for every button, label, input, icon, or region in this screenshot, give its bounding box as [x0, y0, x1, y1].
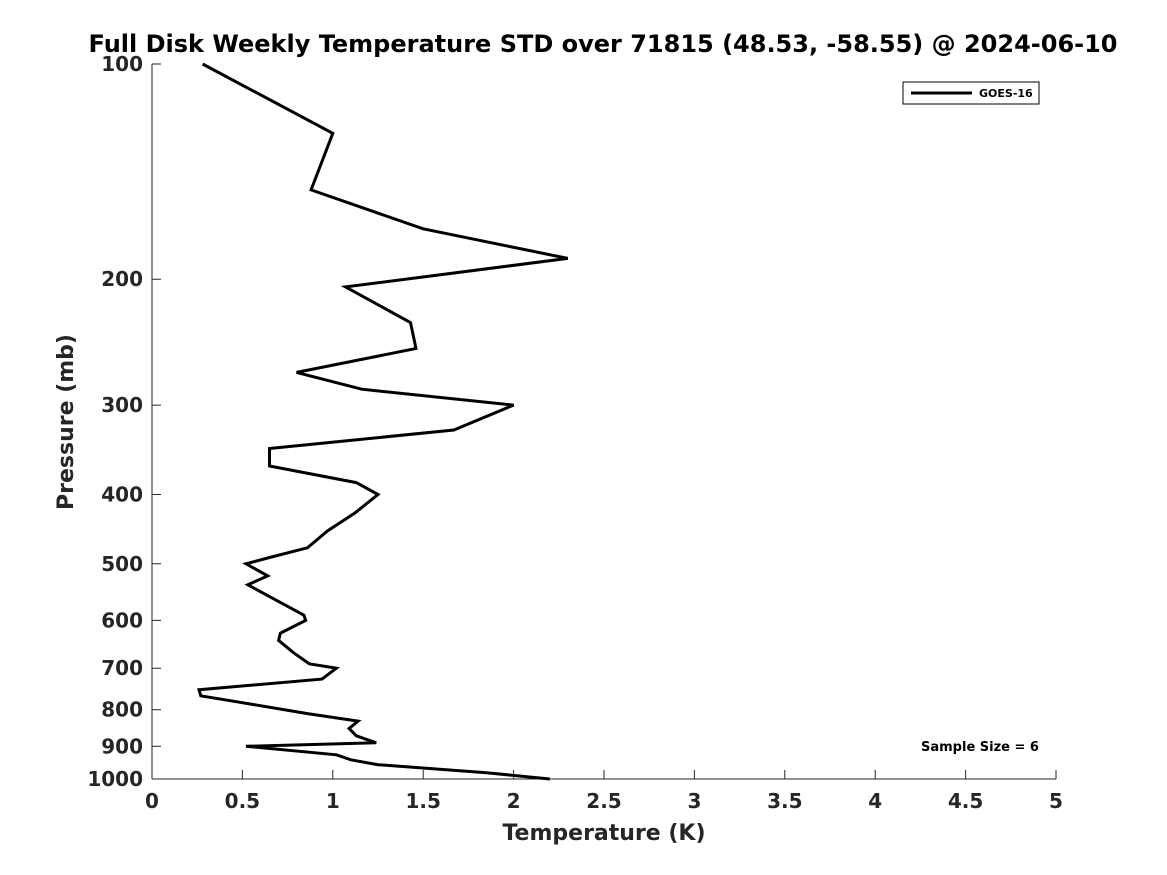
x-tick-label: 0 — [145, 789, 159, 813]
x-tick-label: 1 — [326, 789, 340, 813]
y-tick-label: 800 — [101, 698, 143, 722]
y-tick-label: 600 — [101, 608, 143, 632]
legend: GOES-16 — [902, 81, 1040, 105]
y-tick-label: 400 — [101, 482, 143, 506]
legend-label-goes-16: GOES-16 — [979, 87, 1033, 100]
plot-area — [151, 64, 1056, 780]
x-axis-ticks: 0 0.5 1 1.5 2 2.5 3 3.5 4 4.5 5 — [145, 770, 1063, 813]
x-tick-label: 3 — [687, 789, 701, 813]
x-axis-label: Temperature (K) — [502, 821, 705, 846]
y-axis-label: Pressure (mb) — [54, 334, 79, 510]
y-tick-label: 300 — [101, 393, 143, 417]
x-tick-label: 3.5 — [767, 789, 802, 813]
y-tick-label: 900 — [101, 734, 143, 758]
x-tick-label: 2 — [507, 789, 521, 813]
x-tick-label: 0.5 — [225, 789, 260, 813]
chart-title: Full Disk Weekly Temperature STD over 71… — [89, 30, 1118, 58]
y-tick-label: 1000 — [87, 767, 143, 791]
x-tick-label: 4.5 — [948, 789, 983, 813]
y-axis-ticks: 100 200 300 400 500 600 700 800 900 1000 — [87, 52, 161, 791]
y-tick-label: 200 — [101, 267, 143, 291]
x-tick-label: 4 — [868, 789, 882, 813]
y-tick-label: 700 — [101, 656, 143, 680]
x-tick-label: 1.5 — [405, 789, 440, 813]
sample-size-annotation: Sample Size = 6 — [921, 740, 1039, 755]
series-line-goes-16 — [197, 62, 569, 781]
x-tick-label: 5 — [1049, 789, 1063, 813]
y-tick-label: 500 — [101, 552, 143, 576]
x-tick-label: 2.5 — [586, 789, 621, 813]
y-tick-label: 100 — [101, 52, 143, 76]
